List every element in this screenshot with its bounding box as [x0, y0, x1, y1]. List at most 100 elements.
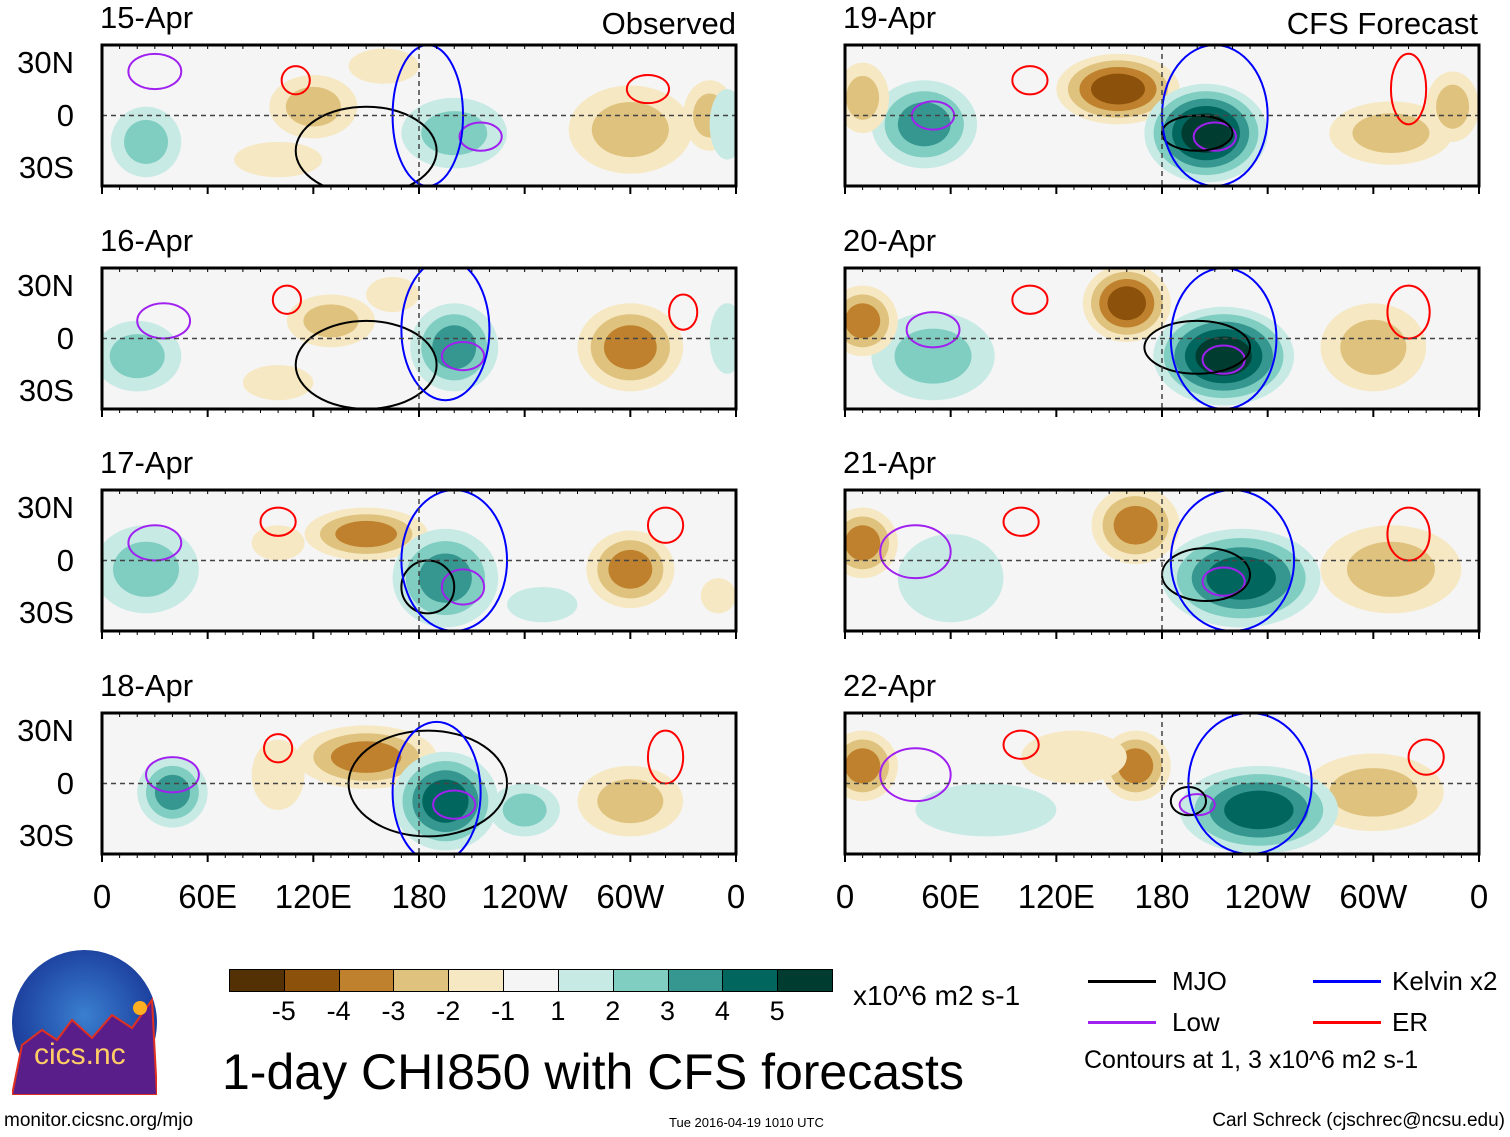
- panel-date: 16-Apr: [100, 223, 194, 258]
- legend-kelvin-line: [1313, 980, 1381, 983]
- low-contour: [1201, 566, 1246, 597]
- panel-date: 15-Apr: [100, 0, 194, 35]
- lat-label: 0: [56, 542, 74, 578]
- anomaly-shading: [502, 793, 547, 827]
- er-contour: [271, 284, 303, 315]
- panel-date: 20-Apr: [843, 223, 937, 258]
- low-contour: [458, 121, 503, 152]
- er-contour: [668, 293, 699, 331]
- anomaly-shading: [109, 334, 165, 379]
- colorbar-swatch: [283, 969, 341, 992]
- figure-title: 1-day CHI850 with CFS forecasts: [222, 1044, 964, 1100]
- lon-label: 120W: [481, 878, 568, 915]
- colorbar-swatch: [557, 969, 615, 992]
- anomaly-shading: [1021, 730, 1127, 784]
- lat-label: 30N: [17, 44, 74, 80]
- colorbar-label: -3: [381, 996, 406, 1026]
- colorbar-swatch: [448, 969, 505, 992]
- er-contour: [1407, 738, 1445, 776]
- lat-label: 30S: [18, 150, 74, 186]
- low-contour: [1192, 121, 1237, 152]
- anomaly-shading: [507, 586, 578, 623]
- anomaly-shading: [1107, 286, 1147, 321]
- timestamp: Tue 2016-04-19 1010 UTC: [669, 1115, 824, 1130]
- colorbar-swatch: [338, 969, 395, 992]
- anomaly-shading: [285, 86, 341, 127]
- anomaly-shading: [1195, 336, 1252, 376]
- lon-label: 0: [726, 878, 746, 915]
- anomaly-shading: [846, 75, 880, 120]
- er-contour: [646, 729, 685, 785]
- colorbar-units: x10^6 m2 s-1: [853, 980, 1021, 1011]
- colorbar-swatch: [777, 969, 834, 992]
- legend-mjo-line: [1088, 980, 1156, 983]
- anomaly-shading: [421, 111, 488, 156]
- anomaly-shading: [432, 325, 477, 370]
- er-contour: [1002, 729, 1040, 760]
- er-contour: [1011, 65, 1049, 96]
- colorbar-swatch: [503, 969, 560, 992]
- kelvin-contour: [400, 268, 491, 402]
- low-contour: [1178, 793, 1216, 817]
- low-contour: [136, 302, 192, 340]
- anomaly-shading: [709, 89, 736, 160]
- low-contour: [145, 756, 200, 794]
- anomaly-shading: [1436, 84, 1470, 129]
- er-contour: [1002, 506, 1040, 537]
- low-contour: [440, 341, 486, 372]
- lat-label: 30N: [17, 267, 74, 303]
- anomaly-shading: [1181, 113, 1231, 153]
- lat-label: 0: [56, 320, 74, 356]
- anomaly-shading: [608, 549, 653, 589]
- cics-logo: cics.nc: [12, 950, 157, 1095]
- anomaly-shading: [1346, 541, 1435, 597]
- er-contour: [1386, 284, 1431, 340]
- anomaly-shading: [1329, 768, 1418, 817]
- lon-label: 0: [92, 878, 112, 915]
- anomaly-shading: [330, 741, 402, 773]
- logo-text: cics.nc: [34, 1038, 126, 1071]
- lon-label: 0: [835, 878, 855, 915]
- map-panel-15-Apr: [100, 43, 738, 194]
- anomaly-shading: [113, 541, 180, 597]
- er-contour: [263, 733, 294, 764]
- anomaly-shading: [894, 328, 972, 384]
- low-contour: [879, 747, 952, 803]
- panel-date: 17-Apr: [100, 445, 194, 480]
- colorbar-swatch: [393, 969, 450, 992]
- lon-label: 120W: [1224, 878, 1311, 915]
- anomaly-shading: [597, 779, 664, 824]
- anomaly-shading: [234, 141, 323, 178]
- lon-label: 180: [391, 878, 447, 915]
- lon-label: 60W: [1339, 878, 1408, 915]
- map-panel-21-Apr: [843, 488, 1481, 639]
- anomaly-shading: [603, 325, 657, 370]
- lat-label: 30N: [17, 489, 74, 525]
- forecast-header: CFS Forecast: [1286, 6, 1478, 41]
- observed-header: Observed: [601, 6, 736, 41]
- mjo-contour: [1143, 319, 1252, 375]
- anomaly-shading: [124, 119, 169, 164]
- lat-label: 30S: [18, 373, 74, 409]
- source-url: monitor.cicsnc.org/mjo: [4, 1110, 194, 1131]
- colorbar-swatch: [612, 969, 670, 992]
- colorbar-label: 4: [714, 996, 730, 1026]
- legend-low: Low: [1172, 1007, 1220, 1037]
- panel-date: 22-Apr: [843, 668, 937, 703]
- lon-label: 60E: [921, 878, 981, 915]
- anomaly-shading: [1206, 556, 1276, 600]
- anomaly-shading: [700, 578, 736, 614]
- lat-label: 0: [56, 765, 74, 801]
- lon-label: 180: [1134, 878, 1190, 915]
- map-panel-19-Apr: [843, 43, 1481, 194]
- anomaly-shading: [915, 783, 1057, 837]
- map-panel-22-Apr: [843, 711, 1481, 862]
- low-contour: [879, 524, 952, 580]
- anomaly-shading: [845, 748, 881, 784]
- anomaly-shading: [591, 102, 669, 158]
- map-panel-16-Apr: [100, 266, 738, 417]
- er-contour: [280, 65, 311, 96]
- colorbar-label: -2: [436, 996, 461, 1026]
- anomaly-shading: [251, 739, 305, 810]
- er-contour: [1389, 52, 1428, 126]
